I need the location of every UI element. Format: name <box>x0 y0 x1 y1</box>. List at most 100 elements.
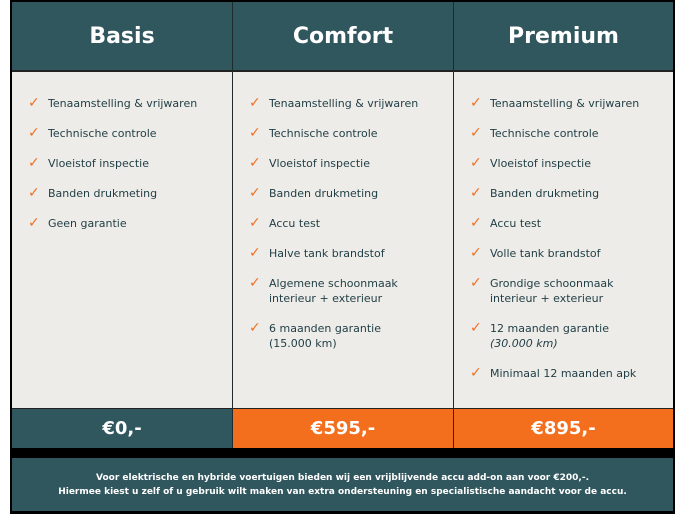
check-icon: ✓ <box>470 320 482 336</box>
feature-item: ✓ Geen garantie <box>28 216 232 231</box>
feature-text: Tenaamstelling & vrijwaren <box>269 97 419 110</box>
feature-item: ✓ Banden drukmeting <box>470 186 673 201</box>
feature-text: Technische controle <box>269 127 378 140</box>
plan-comfort: Comfort ✓ Tenaamstelling & vrijwaren ✓ Tech… <box>233 2 453 448</box>
feature-text: Minimaal 12 maanden apk <box>490 367 637 380</box>
feature-label: Grondige schoonmaak interieur + exterieu… <box>490 276 640 306</box>
feature-text: Halve tank brandstof <box>269 247 385 260</box>
feature-text: Banden drukmeting <box>269 187 379 200</box>
feature-item: ✓ Halve tank brandstof <box>249 246 453 261</box>
feature-label: Geen garantie <box>48 216 127 231</box>
check-icon: ✓ <box>470 215 482 231</box>
feature-item: ✓ Technische controle <box>249 126 453 141</box>
feature-text: Tenaamstelling & vrijwaren <box>48 97 198 110</box>
check-icon: ✓ <box>28 125 40 141</box>
feature-text: Technische controle <box>48 127 157 140</box>
feature-label: Tenaamstelling & vrijwaren <box>269 96 418 111</box>
feature-item: ✓ Technische controle <box>28 126 232 141</box>
check-icon: ✓ <box>28 185 40 201</box>
feature-text: Vloeistof inspectie <box>269 157 370 170</box>
feature-item: ✓ Algemene schoonmaak interieur + exterie… <box>249 276 453 306</box>
feature-item: ✓ Technische controle <box>470 126 673 141</box>
feature-label: Banden drukmeting <box>490 186 599 201</box>
feature-item: ✓ Vloeistof inspectie <box>470 156 673 171</box>
check-icon: ✓ <box>249 155 261 171</box>
feature-detail: (15.000 km) <box>269 337 337 350</box>
feature-label: Technische controle <box>269 126 378 141</box>
feature-text: Technische controle <box>490 127 599 140</box>
feature-text: Vloeistof inspectie <box>48 157 149 170</box>
feature-text: Algemene schoonmaak interieur + exterieu… <box>269 277 398 305</box>
feature-label: 12 maanden garantie (30.000 km) <box>490 321 609 351</box>
footer-line: Voor elektrische en hybride voertuigen b… <box>95 472 590 483</box>
check-icon: ✓ <box>249 275 261 291</box>
feature-label: Accu test <box>269 216 320 231</box>
footer-note: Voor elektrische en hybride voertuigen b… <box>12 458 673 511</box>
plan-basis: Basis ✓ Tenaamstelling & vrijwaren ✓ Techni… <box>12 2 232 448</box>
feature-list: ✓ Tenaamstelling & vrijwaren ✓ Technische c… <box>454 70 673 408</box>
feature-label: Algemene schoonmaak interieur + exterieu… <box>269 276 419 306</box>
plan-premium: Premium ✓ Tenaamstelling & vrijwaren ✓ Tech… <box>454 2 673 448</box>
feature-text: Grondige schoonmaak interieur + exterieu… <box>490 277 614 305</box>
feature-item: ✓ Accu test <box>249 216 453 231</box>
plan-price: €595,- <box>233 408 453 448</box>
feature-label: Vloeistof inspectie <box>269 156 370 171</box>
feature-text: Banden drukmeting <box>490 187 600 200</box>
feature-item: ✓ Volle tank brandstof <box>470 246 673 261</box>
check-icon: ✓ <box>249 125 261 141</box>
feature-label: Banden drukmeting <box>269 186 378 201</box>
feature-label: Volle tank brandstof <box>490 246 601 261</box>
feature-item: ✓ Banden drukmeting <box>28 186 232 201</box>
feature-list: ✓ Tenaamstelling & vrijwaren ✓ Technische c… <box>12 70 232 408</box>
feature-label: Vloeistof inspectie <box>490 156 591 171</box>
plan-title: Premium <box>454 2 673 70</box>
feature-item: ✓ 12 maanden garantie (30.000 km) <box>470 321 673 351</box>
feature-text: Tenaamstelling & vrijwaren <box>490 97 640 110</box>
feature-label: Halve tank brandstof <box>269 246 385 261</box>
feature-text: Accu test <box>490 217 542 230</box>
check-icon: ✓ <box>470 245 482 261</box>
feature-label: Tenaamstelling & vrijwaren <box>48 96 197 111</box>
feature-item: ✓ Tenaamstelling & vrijwaren <box>28 96 232 111</box>
plan-price: €895,- <box>454 408 673 448</box>
feature-item: ✓ Banden drukmeting <box>249 186 453 201</box>
check-icon: ✓ <box>470 185 482 201</box>
feature-label: Minimaal 12 maanden apk <box>490 366 636 381</box>
feature-label: 6 maanden garantie (15.000 km) <box>269 321 381 351</box>
check-icon: ✓ <box>28 95 40 111</box>
feature-item: ✓ Vloeistof inspectie <box>249 156 453 171</box>
feature-item: ✓ Tenaamstelling & vrijwaren <box>249 96 453 111</box>
check-icon: ✓ <box>28 155 40 171</box>
check-icon: ✓ <box>249 320 261 336</box>
feature-text: 6 maanden garantie <box>269 322 381 335</box>
feature-label: Accu test <box>490 216 541 231</box>
feature-item: ✓ Accu test <box>470 216 673 231</box>
check-icon: ✓ <box>249 185 261 201</box>
feature-label: Technische controle <box>490 126 599 141</box>
feature-label: Tenaamstelling & vrijwaren <box>490 96 639 111</box>
plan-title: Basis <box>12 2 232 70</box>
feature-item: ✓ Tenaamstelling & vrijwaren <box>470 96 673 111</box>
feature-item: ✓ Grondige schoonmaak interieur + exterie… <box>470 276 673 306</box>
check-icon: ✓ <box>249 95 261 111</box>
feature-detail: (30.000 km) <box>490 337 558 350</box>
check-icon: ✓ <box>249 245 261 261</box>
feature-text: Accu test <box>269 217 321 230</box>
feature-text: 12 maanden garantie <box>490 322 609 335</box>
feature-text: Banden drukmeting <box>48 187 158 200</box>
feature-text: Vloeistof inspectie <box>490 157 591 170</box>
check-icon: ✓ <box>470 365 482 381</box>
feature-label: Banden drukmeting <box>48 186 157 201</box>
feature-label: Technische controle <box>48 126 157 141</box>
pricing-table: Basis ✓ Tenaamstelling & vrijwaren ✓ Techni… <box>12 2 673 448</box>
check-icon: ✓ <box>470 95 482 111</box>
check-icon: ✓ <box>470 275 482 291</box>
plan-title: Comfort <box>233 2 453 70</box>
check-icon: ✓ <box>470 125 482 141</box>
plan-price: €0,- <box>12 408 232 448</box>
feature-text: Volle tank brandstof <box>490 247 601 260</box>
feature-item: ✓ Minimaal 12 maanden apk <box>470 366 673 381</box>
check-icon: ✓ <box>249 215 261 231</box>
footer-line: Hiermee kiest u zelf of u gebruik wilt m… <box>58 486 627 497</box>
feature-text: Geen garantie <box>48 217 127 230</box>
